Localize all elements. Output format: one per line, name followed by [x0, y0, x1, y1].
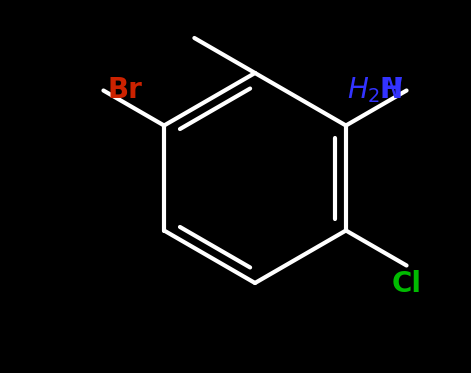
Text: Cl: Cl — [391, 270, 422, 298]
Text: $H_2N$: $H_2N$ — [347, 76, 403, 106]
Text: H: H — [380, 76, 403, 104]
Text: Br: Br — [107, 76, 142, 104]
